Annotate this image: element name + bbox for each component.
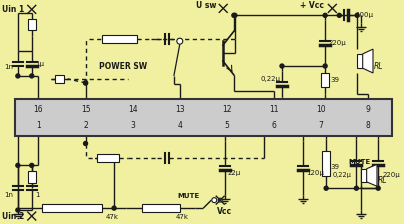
Text: 5: 5 bbox=[225, 121, 229, 130]
Circle shape bbox=[355, 13, 359, 17]
Text: 12: 12 bbox=[222, 105, 231, 114]
Text: 6: 6 bbox=[271, 121, 276, 130]
Circle shape bbox=[16, 74, 20, 78]
Text: 10: 10 bbox=[316, 105, 326, 114]
Circle shape bbox=[324, 186, 328, 190]
Text: 1: 1 bbox=[35, 192, 39, 198]
Circle shape bbox=[323, 64, 327, 68]
Text: 3: 3 bbox=[130, 121, 135, 130]
Circle shape bbox=[30, 163, 34, 167]
Text: 4: 4 bbox=[177, 121, 182, 130]
Text: RL: RL bbox=[378, 176, 387, 185]
Text: + Vcc: + Vcc bbox=[300, 1, 324, 10]
Text: 0,22μ: 0,22μ bbox=[332, 172, 351, 178]
Circle shape bbox=[112, 206, 116, 210]
Circle shape bbox=[30, 74, 34, 78]
Bar bbox=[322, 151, 330, 176]
Text: 8: 8 bbox=[366, 121, 370, 130]
Text: 220μ: 220μ bbox=[382, 172, 400, 178]
Circle shape bbox=[354, 186, 358, 190]
Bar bbox=[28, 19, 36, 30]
Circle shape bbox=[233, 13, 237, 17]
Text: 39: 39 bbox=[330, 77, 339, 83]
Polygon shape bbox=[367, 164, 377, 186]
Text: 14: 14 bbox=[128, 105, 137, 114]
Text: 22μ: 22μ bbox=[228, 170, 241, 176]
Bar bbox=[103, 35, 137, 43]
Circle shape bbox=[280, 64, 284, 68]
Circle shape bbox=[84, 81, 88, 85]
Text: Vcc: Vcc bbox=[217, 207, 232, 215]
Text: 1n: 1n bbox=[4, 192, 13, 198]
Circle shape bbox=[16, 208, 20, 212]
Text: 11: 11 bbox=[269, 105, 279, 114]
Bar bbox=[15, 99, 392, 136]
Bar bbox=[97, 154, 119, 162]
Text: 1μ: 1μ bbox=[35, 61, 44, 67]
Circle shape bbox=[16, 163, 20, 167]
Circle shape bbox=[232, 13, 236, 17]
Text: U sw: U sw bbox=[196, 1, 217, 10]
Circle shape bbox=[177, 38, 183, 44]
Text: Uin 2: Uin 2 bbox=[2, 211, 24, 221]
Text: 1: 1 bbox=[36, 121, 41, 130]
Text: 100μ: 100μ bbox=[355, 12, 373, 18]
Text: Uin 1: Uin 1 bbox=[2, 5, 24, 14]
Circle shape bbox=[84, 81, 88, 85]
Text: 15: 15 bbox=[81, 105, 90, 114]
Bar bbox=[361, 169, 367, 182]
Text: 7: 7 bbox=[319, 121, 324, 130]
Text: 9: 9 bbox=[366, 105, 371, 114]
Circle shape bbox=[323, 13, 327, 17]
Text: MUTE: MUTE bbox=[178, 193, 200, 199]
Circle shape bbox=[84, 142, 88, 146]
Bar bbox=[42, 204, 102, 212]
Bar bbox=[321, 73, 329, 87]
Circle shape bbox=[212, 198, 217, 203]
Text: 120μ: 120μ bbox=[306, 170, 324, 176]
Text: 47k: 47k bbox=[176, 214, 189, 220]
Polygon shape bbox=[363, 49, 373, 73]
Bar bbox=[28, 171, 36, 183]
Circle shape bbox=[218, 198, 222, 202]
Bar bbox=[357, 54, 363, 68]
Text: MUTE: MUTE bbox=[349, 159, 371, 165]
Text: 0,22μ: 0,22μ bbox=[260, 76, 280, 82]
Circle shape bbox=[337, 13, 341, 17]
Circle shape bbox=[376, 186, 380, 190]
Text: 13: 13 bbox=[175, 105, 185, 114]
Text: 2: 2 bbox=[83, 121, 88, 130]
Text: RL: RL bbox=[374, 62, 383, 71]
Bar bbox=[55, 75, 64, 83]
Text: 39: 39 bbox=[330, 164, 339, 170]
Text: POWER SW: POWER SW bbox=[99, 62, 147, 71]
Text: 1n: 1n bbox=[4, 64, 13, 70]
Bar bbox=[142, 204, 180, 212]
Text: 47k: 47k bbox=[106, 214, 119, 220]
Text: 16: 16 bbox=[34, 105, 43, 114]
Text: 220μ: 220μ bbox=[328, 40, 346, 46]
